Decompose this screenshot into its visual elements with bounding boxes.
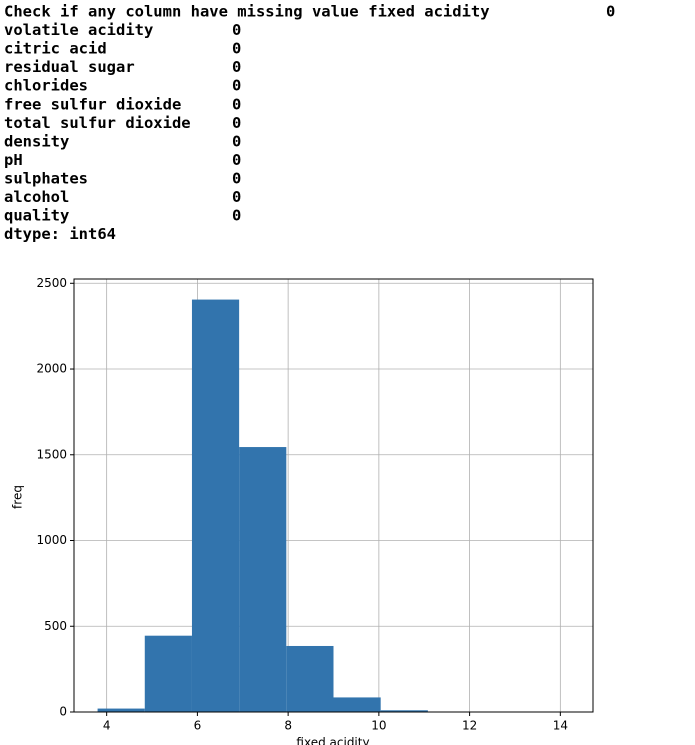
- column-name: quality: [4, 207, 69, 225]
- missing-count: 0: [606, 3, 615, 21]
- axes-frame: [73, 278, 594, 713]
- bar: [191, 299, 240, 712]
- column-name: residual sugar: [4, 58, 135, 76]
- column-name: citric acid: [4, 40, 107, 58]
- column-name: total sulfur dioxide: [4, 114, 191, 132]
- missing-count: 0: [232, 151, 241, 169]
- y-tick-label: 2500: [36, 276, 67, 290]
- y-tick-label: 2000: [36, 362, 67, 376]
- bar: [144, 635, 192, 712]
- x-tick-label: 14: [553, 719, 568, 733]
- y-axis-label: freq: [11, 485, 25, 509]
- column-name: density: [4, 132, 69, 150]
- x-tick-label: 10: [371, 719, 386, 733]
- y-tick-label: 500: [44, 619, 67, 633]
- x-tick-label: 8: [284, 719, 292, 733]
- column-name: volatile acidity: [4, 21, 153, 39]
- missing-count: 0: [232, 77, 241, 95]
- x-tick-label: 6: [194, 719, 202, 733]
- x-axis-label: fixed acidity: [296, 736, 369, 745]
- missing-count: 0: [232, 207, 241, 225]
- column-name: sulphates: [4, 169, 88, 187]
- dtype: dtype: int64: [4, 225, 116, 243]
- y-tick-label: 1000: [36, 533, 67, 547]
- y-tick-label: 0: [59, 705, 67, 719]
- bar: [380, 710, 428, 712]
- bar: [97, 708, 145, 712]
- x-tick-label: 12: [462, 719, 477, 733]
- column-name: pH: [4, 151, 23, 169]
- missing-count: 0: [232, 21, 241, 39]
- column-name: alcohol: [4, 188, 69, 206]
- missing-count: 0: [232, 58, 241, 76]
- bar: [286, 645, 334, 712]
- column-name: fixed acidity: [368, 3, 489, 21]
- missing-count: 0: [232, 114, 241, 132]
- x-tick-label: 4: [103, 719, 111, 733]
- missing-count: 0: [232, 40, 241, 58]
- bar: [239, 447, 287, 712]
- missing-count: 0: [232, 188, 241, 206]
- missing-count: 0: [232, 95, 241, 113]
- missing-count: 0: [232, 169, 241, 187]
- y-tick-label: 1500: [36, 447, 67, 461]
- column-name: free sulfur dioxide: [4, 95, 181, 113]
- bar: [333, 697, 381, 712]
- column-name: chlorides: [4, 77, 88, 95]
- output-header: Check if any column have missing value: [4, 3, 359, 21]
- missing-count: 0: [232, 132, 241, 150]
